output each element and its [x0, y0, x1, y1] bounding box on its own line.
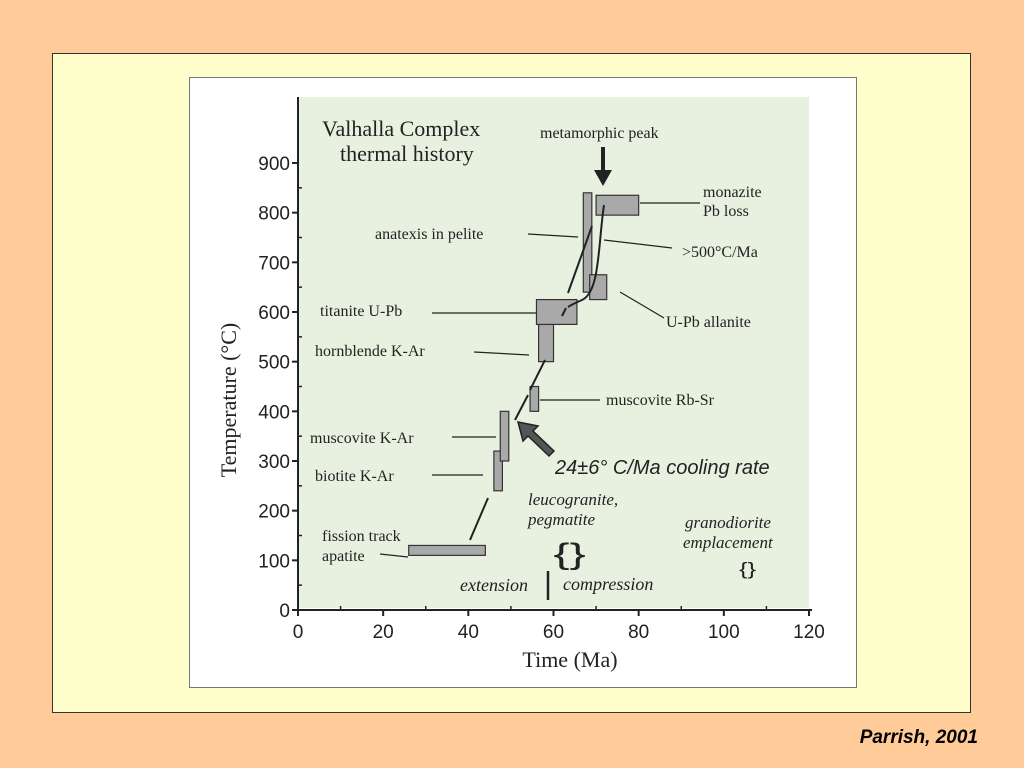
leader-fast-cooling — [603, 239, 673, 249]
label-granodiorite-line2: emplacement — [683, 533, 774, 552]
label-apatite: fission track apatite — [322, 528, 405, 565]
label-leucogranite-line2: pegmatite — [527, 510, 595, 529]
x-tick-label: 40 — [458, 622, 479, 643]
y-tick-label: 100 — [258, 551, 290, 572]
x-tick-group: 0 20 40 60 80 100 120 — [293, 606, 825, 643]
y-tick-label: 300 — [258, 452, 290, 473]
leader-anatexis — [527, 233, 579, 238]
data-box-anatexis-in-pelite — [582, 192, 593, 293]
leader-hornblende — [473, 351, 530, 356]
cooling-path-low — [514, 394, 529, 421]
x-tick-label: 0 — [293, 622, 304, 643]
y-tick-label: 900 — [258, 154, 290, 175]
data-box-biotite-k-ar — [493, 450, 503, 492]
label-biotite: biotite K-Ar — [315, 468, 394, 485]
label-allanite: U-Pb allanite — [666, 314, 751, 331]
data-box-fission-track — [408, 544, 486, 556]
label-monazite-line1: monazite — [703, 184, 762, 201]
cooling-path-upper — [567, 204, 605, 308]
data-box-muscovite-k-ar — [499, 410, 510, 462]
data-box-monazite — [595, 194, 640, 216]
data-box-titanite-u-pb — [535, 298, 578, 326]
label-apatite-line2: apatite — [322, 548, 365, 565]
y-tick-label: 200 — [258, 502, 290, 523]
label-metamorphic-peak: metamorphic peak — [540, 125, 659, 142]
label-monazite: monazite Pb loss — [703, 184, 766, 220]
y-tick-label: 600 — [258, 303, 290, 324]
y-tick-label: 800 — [258, 204, 290, 225]
label-anatexis: anatexis in pelite — [375, 226, 483, 243]
x-tick-label: 60 — [543, 622, 564, 643]
x-axis-title: Time (Ma) — [522, 647, 617, 672]
data-box-muscovite-rb-sr — [529, 385, 540, 412]
metamorphic-peak-arrow-head — [594, 170, 612, 186]
label-leucogranite-line1: leucogranite, — [528, 490, 618, 509]
chart-subtitle: thermal history — [340, 141, 474, 166]
data-box-hornblende-k-ar — [537, 323, 555, 363]
cooling-rate-arrow — [516, 421, 556, 458]
label-apatite-line1: fission track — [322, 528, 401, 545]
label-titanite: titanite U-Pb — [320, 303, 402, 320]
x-tick-label: 120 — [793, 622, 825, 643]
label-extension: extension — [460, 575, 528, 595]
leader-allanite — [619, 291, 665, 319]
x-tick-label: 80 — [628, 622, 649, 643]
y-tick-label: 700 — [258, 253, 290, 274]
label-hornblende: hornblende K-Ar — [315, 343, 425, 360]
x-tick-label: 100 — [708, 622, 740, 643]
brace-leucogranite: {} — [554, 538, 586, 571]
label-cooling-rate: 24±6° C/Ma cooling rate — [554, 457, 770, 479]
label-muscovite-kar: muscovite K-Ar — [310, 430, 414, 447]
cooling-path-mid — [529, 359, 546, 391]
y-tick-group: 0 100 200 300 400 500 600 700 800 900 — [258, 154, 302, 622]
x-tick-label: 20 — [373, 622, 394, 643]
cooling-path-bottom — [469, 497, 489, 541]
y-tick-label: 400 — [258, 402, 290, 423]
brace-granodiorite: {} — [739, 559, 756, 580]
label-fast-cooling: >500°C/Ma — [682, 244, 758, 261]
data-box-group — [408, 192, 640, 556]
leader-apatite — [379, 553, 409, 558]
label-leucogranite: leucogranite, pegmatite — [527, 490, 622, 529]
label-compression: compression — [563, 574, 653, 594]
y-tick-label: 500 — [258, 353, 290, 374]
citation: Parrish, 2001 — [859, 727, 978, 748]
label-monazite-line2: Pb loss — [703, 203, 749, 220]
chart-title: Valhalla Complex — [322, 116, 480, 141]
y-tick-label: 0 — [279, 601, 290, 622]
cooling-path-anatexis — [567, 225, 593, 294]
label-muscovite-rbsr: muscovite Rb-Sr — [606, 392, 715, 409]
cooling-path-dash — [561, 307, 567, 317]
y-axis-title: Temperature (°C) — [216, 323, 241, 477]
label-granodiorite: granodiorite emplacement — [683, 513, 775, 552]
label-granodiorite-line1: granodiorite — [685, 513, 771, 532]
